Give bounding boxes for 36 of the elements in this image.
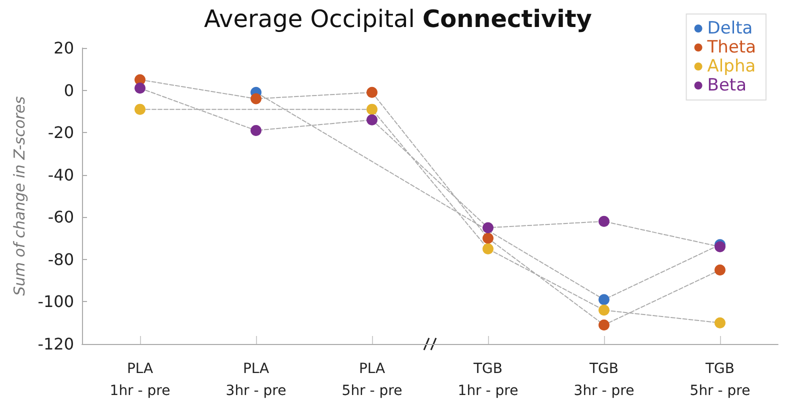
- chart-title: Average Occipital Connectivity: [204, 5, 592, 33]
- y-tick-label: -20: [48, 123, 74, 142]
- x-tick-label: TGB 1hr - pre: [458, 361, 518, 399]
- x-tick-label: PLA 5hr - pre: [342, 361, 402, 399]
- point: [482, 243, 494, 254]
- legend-label: Beta: [707, 76, 747, 96]
- point: [598, 304, 610, 316]
- point: [250, 93, 262, 104]
- point: [482, 222, 494, 234]
- y-tick-label: 0: [64, 80, 74, 100]
- point: [366, 114, 378, 126]
- x-tick-label: TGB 5hr - pre: [690, 361, 750, 399]
- y-tick-label: -100: [38, 292, 74, 312]
- legend-label: Alpha: [707, 56, 756, 76]
- y-tick-label: -60: [48, 208, 74, 227]
- point: [134, 104, 146, 115]
- x-tick-label: TGB 3hr - pre: [574, 361, 634, 399]
- point: [714, 317, 726, 328]
- point: [598, 319, 610, 330]
- x-tick-label: PLA 3hr - pre: [226, 361, 286, 399]
- point: [598, 294, 610, 306]
- y-tick-label: -40: [48, 165, 74, 184]
- legend-label: Theta: [706, 38, 756, 58]
- point: [250, 124, 262, 136]
- y-axis-title: Sum of change in Z-scores: [10, 96, 28, 296]
- legend-label: Delta: [707, 18, 753, 38]
- point: [714, 264, 726, 276]
- point: [366, 86, 378, 98]
- y-tick-label: 20: [54, 38, 74, 58]
- y-tick-label: -80: [48, 250, 74, 269]
- point: [366, 104, 378, 115]
- y-tick-label: -120: [38, 334, 74, 354]
- point: [134, 82, 146, 94]
- x-tick-label: PLA 1hr - pre: [110, 361, 170, 399]
- point: [598, 216, 610, 227]
- point: [482, 232, 494, 244]
